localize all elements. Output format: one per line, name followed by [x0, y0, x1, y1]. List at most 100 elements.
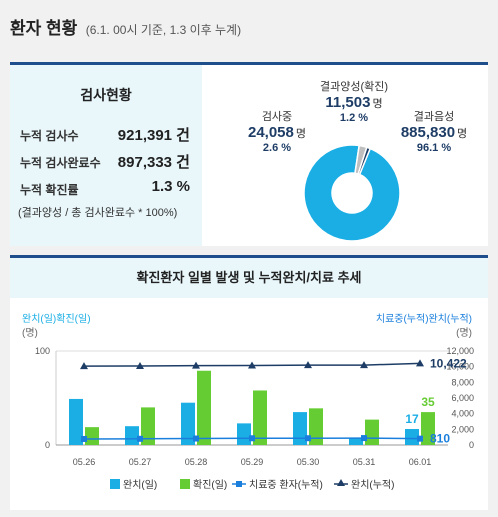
marker-in-treatment	[417, 435, 423, 442]
stat-label: 누적 확진률	[20, 183, 79, 197]
marker-in-treatment	[81, 435, 87, 442]
page-subtitle: (6.1. 00시 기준, 1.3 이후 누계)	[85, 23, 242, 37]
stat-value: 1.3 %	[151, 178, 190, 195]
legend-item: 확진(일)	[180, 479, 227, 491]
legend-label: 확진(일)	[193, 479, 227, 491]
pie-slice-negative	[303, 144, 401, 242]
test-result-donut-chart	[303, 144, 401, 242]
left-tick-label: 100	[35, 346, 50, 356]
legend-swatch	[110, 479, 120, 489]
stat-row-completed-tests: 누적 검사완료수 897,333 건	[20, 154, 190, 171]
chart-legend: 완치(일) 확진(일) 치료중 환자(누적) 완치(누적)	[110, 479, 394, 491]
legend-marker	[236, 481, 242, 487]
pie-testing-pct: 2.6 %	[262, 142, 292, 154]
stat-row-positive-rate: 누적 확진률 1.3 %	[20, 178, 190, 198]
bar-confirmed-daily	[365, 419, 379, 445]
stat-value: 921,391 건	[117, 127, 190, 144]
marker-recovered-cumulative	[80, 362, 88, 370]
right-axis-title: 치료중(누적)완치(누적)	[376, 313, 472, 325]
marker-recovered-cumulative	[360, 361, 368, 369]
x-tick-label: 05.31	[353, 457, 376, 467]
marker-recovered-cumulative	[136, 361, 144, 369]
test-status-title: 검사현황	[80, 87, 132, 103]
left-tick-label: 0	[45, 440, 50, 450]
left-axis-title: 완치(일)확진(일)	[22, 313, 91, 325]
stat-value: 897,333 건	[117, 154, 190, 171]
pie-positive-label: 결과양성(확진)	[319, 81, 389, 93]
x-tick-label: 05.28	[185, 457, 208, 467]
right-tick-label: 10,000	[446, 362, 474, 372]
pie-negative-value: 885,830	[400, 124, 456, 141]
x-tick-label: 05.29	[241, 457, 264, 467]
pie-testing-unit: 명	[295, 128, 306, 140]
marker-recovered-cumulative	[416, 359, 424, 367]
bar-recovered-daily	[405, 429, 419, 445]
test-status-panel: 검사현황 누적 검사수 921,391 건 누적 검사완료수 897,333 건…	[10, 65, 202, 246]
trend-chart: 완치(일)확진(일)(명)치료중(누적)완치(누적)(명)100012,0001…	[22, 313, 474, 491]
bar-confirmed-daily	[85, 427, 99, 445]
bar-recovered-daily	[181, 402, 195, 445]
marker-in-treatment	[361, 435, 367, 442]
marker-recovered-cumulative	[304, 361, 312, 369]
legend-swatch	[180, 479, 190, 489]
page-title: 환자 현황	[10, 19, 78, 38]
legend-item: 완치(일)	[110, 479, 157, 491]
bar-recovered-daily	[69, 398, 83, 445]
bar-recovered-daily	[349, 437, 363, 445]
right-tick-label: 6,000	[451, 393, 474, 403]
right-tick-label: 4,000	[451, 409, 474, 419]
pie-label-testing: 검사중 24,058 명 2.6 %	[232, 108, 322, 154]
right-tick-label: 2,000	[451, 424, 474, 434]
marker-recovered-cumulative	[192, 361, 200, 369]
right-tick-label: 8,000	[451, 377, 474, 387]
bar-recovered-daily	[293, 412, 307, 445]
pie-slice-positive	[357, 146, 372, 176]
data-label-recovered-daily: 17	[405, 412, 419, 426]
right-tick-label: 12,000	[446, 346, 474, 356]
pie-label-negative: 결과음성 885,830 명 96.1 %	[384, 108, 484, 154]
trend-chart-card: 확진환자 일별 발생 및 누적완치/치료 추세 완치(일)확진(일) (명) 치료중…	[10, 255, 488, 510]
pie-positive-value: 11,503	[325, 94, 371, 111]
x-tick-label: 05.30	[297, 457, 320, 467]
data-label-in-treatment: 810	[430, 432, 450, 446]
bar-confirmed-daily	[197, 370, 211, 445]
trend-chart-title: 확진환자 일별 발생 및 누적완치/치료 추세	[10, 258, 488, 298]
marker-recovered-cumulative	[248, 361, 256, 369]
test-status-card: 검사현황 누적 검사수 921,391 건 누적 검사완료수 897,333 건…	[10, 62, 488, 246]
bar-recovered-daily	[125, 426, 139, 445]
page-header: 환자 현황 (6.1. 00시 기준, 1.3 이후 누계)	[10, 14, 242, 38]
pie-positive-pct: 1.2 %	[339, 112, 369, 124]
stat-label: 누적 검사완료수	[20, 156, 101, 170]
pie-label-positive: 결과양성(확진) 11,503 명 1.2 %	[302, 78, 406, 124]
positive-rate-formula-note: (결과양성 / 총 검사완료수 * 100%)	[18, 207, 178, 219]
test-result-pie-area: 결과양성(확진) 11,503 명 1.2 % 검사중 24,058 명 2.6 %…	[202, 65, 488, 246]
marker-in-treatment	[137, 435, 143, 442]
right-tick-label: 0	[469, 440, 474, 450]
marker-in-treatment	[193, 435, 199, 442]
pie-positive-unit: 명	[372, 98, 383, 110]
data-label-recovered-cumulative: 10,422	[430, 356, 467, 370]
right-axis-unit: (명)	[456, 327, 472, 339]
bar-confirmed-daily	[141, 407, 155, 445]
stat-label: 누적 검사수	[20, 129, 79, 143]
marker-in-treatment	[249, 435, 255, 442]
data-label-confirmed-daily: 35	[421, 395, 435, 409]
bar-confirmed-daily	[309, 408, 323, 445]
legend-label: 완치(누적)	[351, 479, 394, 491]
x-tick-label: 05.27	[129, 457, 152, 467]
marker-in-treatment	[305, 435, 311, 442]
legend-marker	[337, 479, 345, 486]
pie-negative-pct: 96.1 %	[416, 142, 452, 154]
legend-item: 치료중 환자(누적)	[232, 479, 323, 491]
legend-label: 치료중 환자(누적)	[249, 479, 323, 491]
left-axis-unit: (명)	[22, 327, 38, 339]
pie-negative-unit: 명	[457, 128, 468, 140]
x-tick-label: 05.26	[73, 457, 96, 467]
pie-testing-value: 24,058	[247, 124, 294, 141]
bar-recovered-daily	[237, 423, 251, 445]
bar-confirmed-daily	[421, 412, 435, 445]
pie-negative-label: 결과음성	[413, 111, 455, 123]
legend-item: 완치(누적)	[334, 479, 394, 491]
legend-label: 완치(일)	[123, 479, 157, 491]
pie-testing-label: 검사중	[261, 111, 293, 123]
